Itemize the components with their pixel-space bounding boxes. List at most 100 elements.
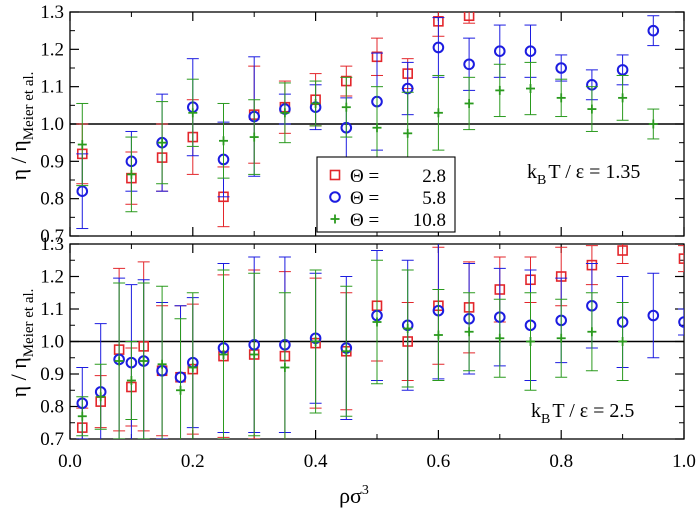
data-point (556, 333, 566, 343)
upper-data-series (76, 12, 660, 230)
data-point (76, 185, 89, 197)
data-point (96, 392, 106, 402)
data-point (311, 98, 321, 108)
y-tick-label: 0.9 (40, 151, 64, 172)
data-point (463, 12, 475, 22)
data-point (77, 140, 87, 150)
data-point (114, 356, 124, 366)
series-plus (76, 259, 629, 439)
data-point (341, 102, 351, 112)
y-tick-label: 0.7 (40, 226, 64, 247)
data-point (526, 84, 535, 94)
data-point (648, 119, 658, 129)
y-tick-label: 0.8 (40, 397, 64, 418)
y-tick-label: 1.0 (40, 114, 64, 135)
data-point (249, 350, 259, 359)
data-point (126, 169, 136, 179)
y-tick-label: 1.2 (40, 267, 64, 288)
lower-y-axis-label: η / ηMeier et al. (6, 289, 37, 398)
lower-y-tick-labels: 0.7 0.8 0.9 1.0 1.1 1.2 1.3 (40, 234, 64, 450)
x-tick-label: 0.8 (549, 451, 573, 472)
y-tick-label: 0.7 (40, 429, 64, 450)
data-point (249, 132, 259, 142)
data-point (432, 41, 445, 54)
data-point (616, 64, 629, 76)
y-tick-label: 1.1 (40, 77, 64, 98)
legend-symbol: Θ = (350, 210, 379, 231)
y-tick-label: 1.0 (40, 332, 64, 353)
data-point (464, 98, 474, 108)
data-point (555, 62, 568, 74)
error-bar (678, 308, 684, 336)
error-bar (647, 15, 660, 47)
data-point (618, 93, 628, 103)
legend-value: 2.8 (422, 166, 446, 187)
x-tick-label: 0.0 (58, 451, 82, 472)
data-point (280, 108, 290, 118)
x-axis-label: ρσ3 (339, 483, 369, 508)
data-point (524, 45, 537, 58)
data-point (433, 108, 443, 118)
y-tick-label: 1.3 (40, 2, 64, 23)
data-point (678, 253, 684, 264)
x-tick-label: 0.2 (181, 451, 205, 472)
y-tick-label: 0.9 (40, 364, 64, 385)
legend-marker-circle (329, 191, 341, 203)
series-circle (76, 244, 684, 439)
lower-data-series (76, 244, 684, 439)
data-point (463, 58, 475, 71)
upper-annotation: kB T / ε = 1.35 (527, 161, 640, 188)
lower-annotation: kB T / ε = 2.5 (531, 400, 634, 427)
legend-marker-square (329, 169, 341, 181)
data-point (372, 317, 382, 327)
data-point (587, 327, 597, 337)
legend: Θ = 2.8 Θ = 5.8 Θ = 10.8 (316, 156, 456, 233)
legend-value: 5.8 (422, 188, 446, 209)
legend-symbol: Θ = (350, 188, 379, 209)
data-point (157, 138, 167, 148)
data-point (495, 333, 505, 343)
data-point (433, 330, 443, 340)
y-tick-label: 1.1 (40, 299, 64, 320)
y-tick-label: 1.3 (40, 234, 64, 255)
data-point (617, 245, 628, 256)
upper-y-tick-labels: 0.7 0.8 0.9 1.0 1.1 1.2 1.3 (40, 2, 64, 247)
y-tick-label: 1.2 (40, 39, 64, 60)
data-point (176, 385, 186, 395)
data-point (188, 363, 198, 372)
x-tick-labels: 0.0 0.2 0.4 0.6 0.8 1.0 (58, 451, 696, 472)
data-point (77, 411, 87, 421)
data-point (341, 346, 351, 356)
data-point (403, 128, 413, 138)
data-point (280, 363, 290, 372)
data-point (403, 324, 413, 333)
upper-panel: 0.7 0.8 0.9 1.0 1.1 1.2 1.3 kB T / ε = 1.35 Θ =… (40, 2, 685, 247)
data-point (587, 104, 597, 114)
data-point (647, 24, 660, 37)
data-point (188, 108, 198, 118)
error-bar (616, 244, 629, 264)
data-point (618, 337, 628, 346)
data-point (126, 376, 136, 385)
data-point (372, 123, 382, 133)
legend-marker-plus (330, 214, 340, 224)
data-point (157, 359, 167, 369)
data-point (139, 356, 149, 366)
data-point (495, 85, 505, 95)
data-point (647, 309, 660, 322)
data-point (219, 136, 228, 146)
lower-panel: 0.7 0.8 0.9 1.0 1.1 1.2 1.3 kB T / ε = 2.5 (40, 234, 685, 450)
x-tick-label: 0.6 (427, 451, 451, 472)
data-point (526, 337, 535, 346)
error-bar (647, 272, 660, 359)
legend-value: 10.8 (413, 210, 446, 231)
upper-y-axis-label: η / ηMeier et al. (6, 72, 37, 181)
data-point (464, 327, 474, 337)
data-point (678, 316, 684, 328)
x-tick-label: 1.0 (672, 451, 696, 472)
data-point (556, 93, 566, 103)
x-tick-label: 0.4 (304, 451, 328, 472)
legend-symbol: Θ = (350, 166, 379, 187)
data-point (219, 350, 228, 359)
